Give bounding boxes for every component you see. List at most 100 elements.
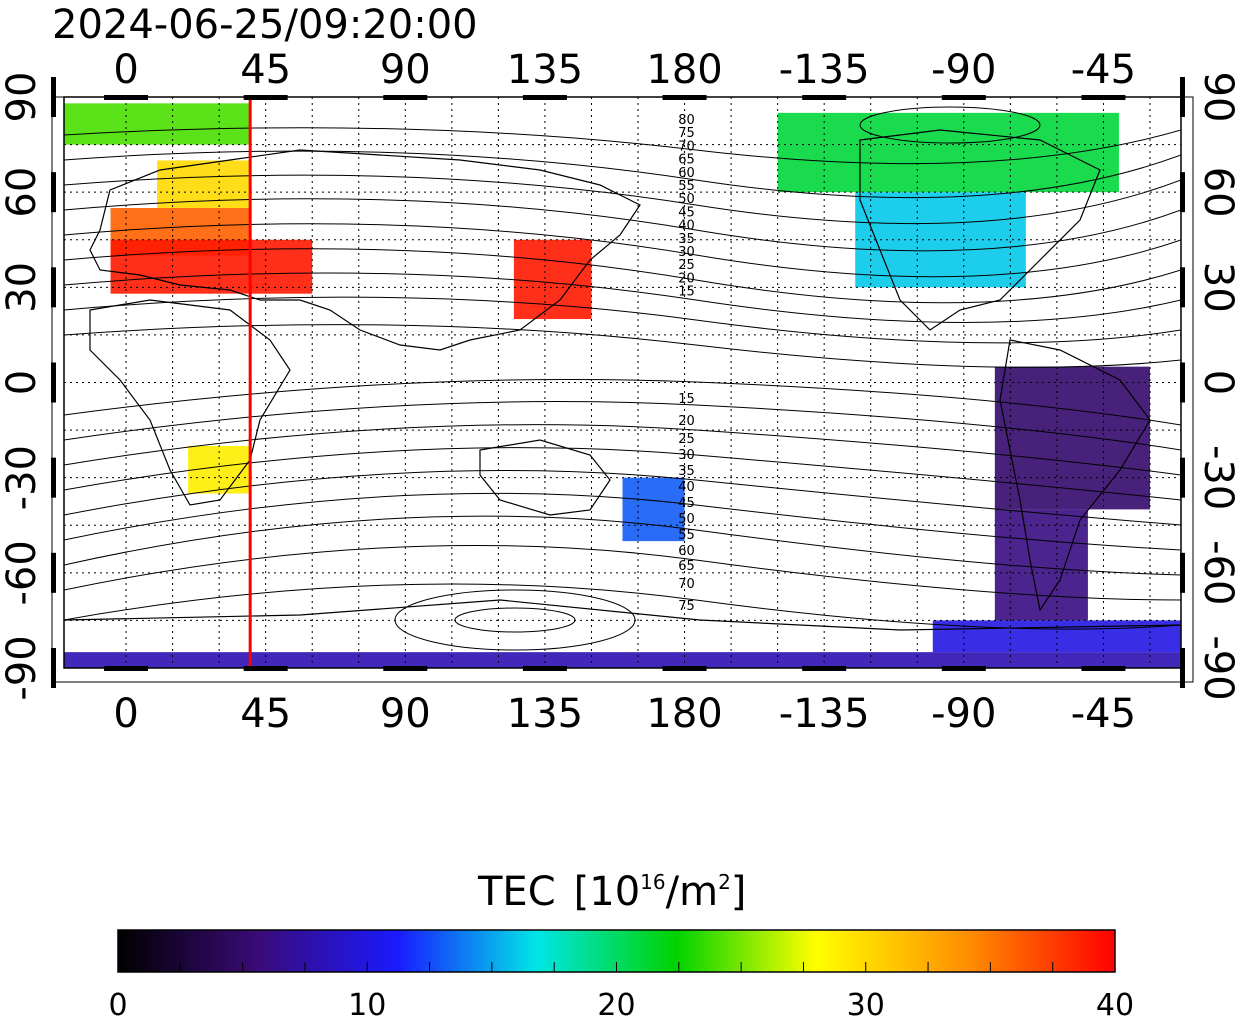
frame-tick-left (51, 648, 56, 688)
frame-tick-top (383, 95, 428, 100)
frame-tick-left (51, 552, 56, 593)
contour-label-south: 70 (678, 577, 695, 592)
contour-label-north: 80 (678, 113, 695, 128)
contour-label-south: 40 (678, 480, 695, 495)
tec-region-0 (64, 103, 251, 145)
frame-tick-bottom (243, 666, 288, 671)
x-top-tick-label: 90 (380, 47, 431, 93)
colorbar-title: TEC [1016/m2] (477, 869, 746, 915)
contour-label-south: 55 (678, 528, 695, 543)
frame-tick-left (51, 267, 56, 308)
frame-tick-top (662, 95, 707, 100)
frame-tick-right (1180, 77, 1185, 117)
x-top-tick-label: 45 (240, 47, 291, 93)
contour-label-north: 20 (678, 271, 695, 286)
y-right-tick-label: 90 (1195, 72, 1235, 123)
frame-tick-bottom (104, 666, 149, 671)
frame-tick-left (51, 172, 56, 213)
x-top-tick-label: -90 (931, 47, 996, 93)
y-left-tick-label: 60 (0, 167, 45, 218)
x-bottom-tick-label: -90 (931, 691, 996, 737)
contour-label-north: 65 (678, 153, 695, 168)
y-left-tick-label: 90 (0, 72, 45, 123)
contour-label-north: 25 (678, 258, 695, 273)
frame-tick-right (1180, 172, 1185, 213)
map-plot-area: 8075706560555045403530252015152025303540… (51, 77, 1194, 688)
y-axis-right-labels: 90 60 30 0 -30 -60 -90 (1195, 72, 1235, 701)
tec-region-7 (777, 112, 1119, 193)
frame-tick-bottom (662, 666, 707, 671)
x-bottom-tick-label: 0 (113, 691, 138, 737)
frame-tick-bottom (522, 666, 567, 671)
y-right-tick-label: -60 (1195, 540, 1235, 605)
contour-label-north: 75 (678, 126, 695, 141)
x-axis-bottom-labels: 0 45 90 135 180 -135 -90 -45 (113, 691, 1136, 737)
frame-tick-top (243, 95, 288, 100)
x-top-tick-label: -135 (779, 47, 870, 93)
colorbar-tick-label: 40 (1096, 988, 1134, 1021)
colorbar-tick-label: 30 (847, 988, 885, 1021)
contour-label-south: 25 (678, 432, 695, 447)
contour-label-north: 15 (678, 285, 695, 300)
timestamp-title: 2024-06-25/09:20:00 (52, 2, 478, 48)
x-bottom-tick-label: -45 (1071, 691, 1136, 737)
contour-label-south: 75 (678, 599, 695, 614)
colorbar-ticks: 0 10 20 30 40 (108, 962, 1134, 1021)
y-left-tick-label: -90 (0, 635, 45, 700)
frame-tick-right (1180, 267, 1185, 308)
contour-label-north: 50 (678, 192, 695, 207)
y-right-tick-label: -30 (1195, 445, 1235, 510)
frame-tick-right (1180, 648, 1185, 688)
frame-tick-right (1180, 457, 1185, 498)
tec-region-12 (622, 477, 685, 542)
contour-label-south: 15 (678, 392, 695, 407)
frame-tick-left (51, 362, 56, 403)
contour-label-north: 45 (678, 205, 695, 220)
x-axis-top-labels: 0 45 90 135 180 -135 -90 -45 (113, 47, 1136, 93)
frame-tick-left (51, 457, 56, 498)
frame-tick-top (104, 95, 149, 100)
contour-label-south: 20 (678, 414, 695, 429)
contour-label-north: 40 (678, 219, 695, 234)
contour-label-north: 70 (678, 139, 695, 154)
contour-label-north: 30 (678, 245, 695, 260)
x-bottom-tick-label: -135 (779, 691, 870, 737)
x-bottom-tick-label: 180 (646, 691, 722, 737)
tec-region-11 (64, 652, 1181, 668)
colorbar-tick-label: 20 (597, 988, 635, 1021)
x-top-tick-label: 0 (113, 47, 138, 93)
frame-tick-bottom (941, 666, 986, 671)
contour-label-south: 60 (678, 544, 695, 559)
frame-tick-right (1180, 552, 1185, 593)
frame-tick-top (941, 95, 986, 100)
y-left-tick-label: 0 (0, 370, 45, 395)
frame-tick-bottom (802, 666, 847, 671)
contour-label-south: 45 (678, 496, 695, 511)
frame-tick-bottom (1081, 666, 1126, 671)
magnetic-contours (64, 106, 1181, 651)
x-bottom-tick-label: 45 (240, 691, 291, 737)
coastlines (64, 129, 1181, 631)
frame-tick-top (522, 95, 567, 100)
y-right-tick-label: 0 (1195, 370, 1235, 395)
frame-tick-marks (51, 77, 1185, 688)
y-left-tick-label: -30 (0, 445, 45, 510)
frame-tick-right (1180, 362, 1185, 403)
contour-label-north: 35 (678, 232, 695, 247)
tec-region-3 (110, 239, 313, 294)
frame-tick-top (802, 95, 847, 100)
y-left-tick-label: 30 (0, 262, 45, 313)
colorbar: TEC [1016/m2] 0 10 20 30 40 (108, 869, 1134, 1021)
contour-labels: 8075706560555045403530252015152025303540… (678, 113, 695, 614)
y-right-tick-label: -90 (1195, 635, 1235, 700)
frame-tick-top (1081, 95, 1126, 100)
tec-region-8 (994, 366, 1150, 510)
contour-label-north: 60 (678, 166, 695, 181)
y-axis-left-labels: 90 60 30 0 -30 -60 -90 (0, 72, 45, 701)
contour-label-south: 50 (678, 512, 695, 527)
x-bottom-tick-label: 90 (380, 691, 431, 737)
contour-label-south: 65 (678, 559, 695, 574)
x-top-tick-label: 135 (507, 47, 583, 93)
contour-label-north: 55 (678, 179, 695, 194)
